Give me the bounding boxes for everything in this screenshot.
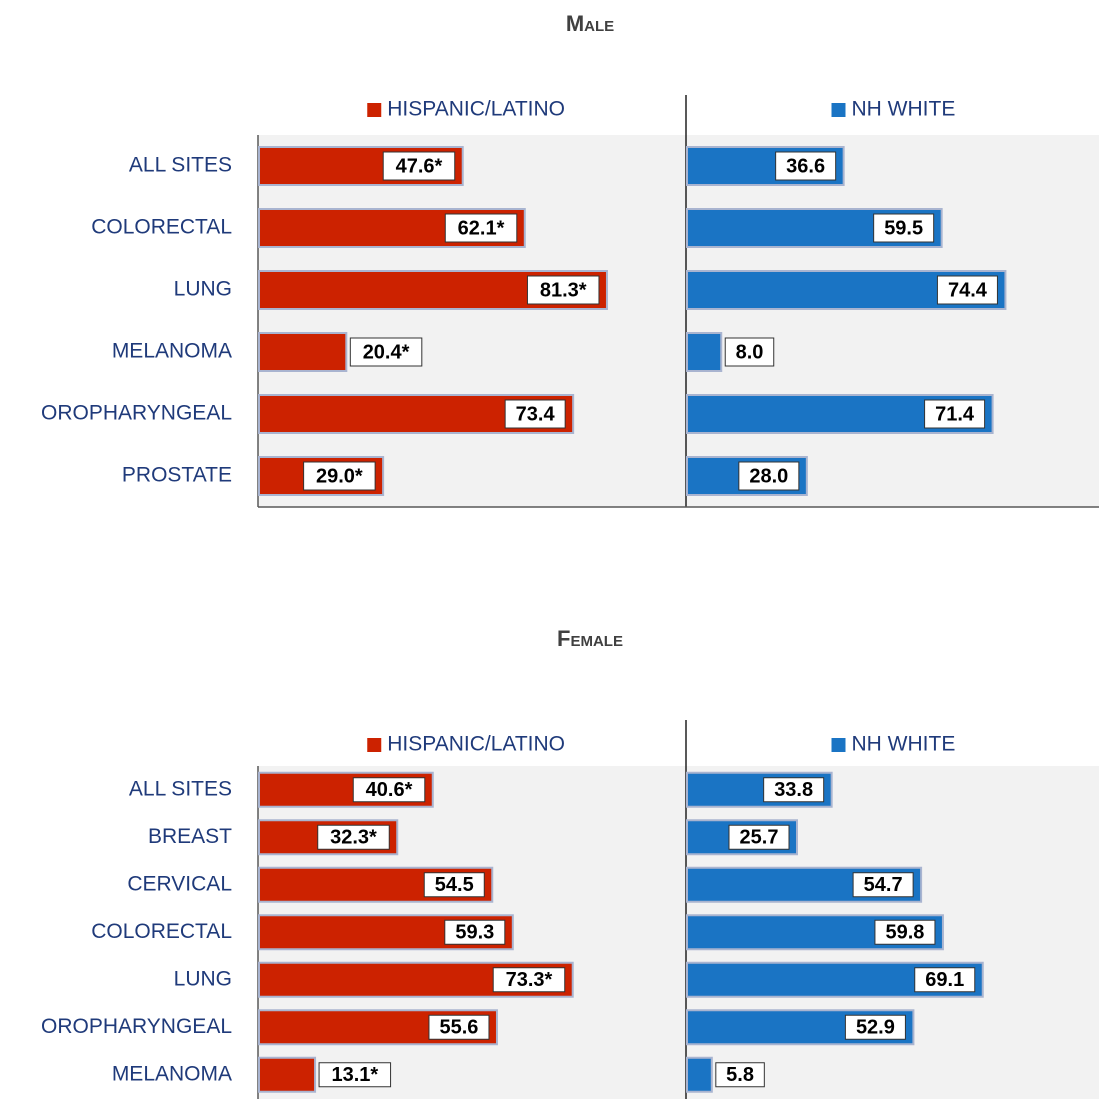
value-label: 47.6* [396, 155, 443, 177]
value-label-box [874, 919, 936, 945]
category-label: BREAST [148, 825, 232, 848]
value-label-box [303, 461, 376, 491]
value-label-box [728, 824, 790, 850]
value-label-box [775, 151, 837, 181]
value-label-box [382, 151, 456, 181]
value-label-box [428, 1014, 490, 1040]
category-label: CERVICAL [127, 872, 232, 895]
legend-swatch [831, 738, 846, 752]
category-label: OROPHARYNGEAL [41, 1015, 232, 1038]
value-label: 81.3* [540, 279, 587, 301]
value-label: 8.0 [736, 341, 764, 363]
chart-title: Male [566, 11, 614, 36]
value-label: 59.5 [884, 217, 923, 239]
value-label: 73.4 [516, 403, 556, 425]
value-label-box [492, 967, 566, 993]
value-label-box [738, 461, 800, 491]
legend-label: NH WHITE [852, 98, 956, 121]
value-label: 69.1 [925, 969, 964, 991]
value-label-box [852, 872, 914, 898]
value-label: 54.7 [864, 874, 903, 896]
legend-swatch [367, 103, 382, 117]
value-label: 5.8 [726, 1064, 754, 1086]
chart-title: Female [557, 626, 623, 651]
value-label: 13.1* [331, 1064, 378, 1086]
value-label: 28.0 [749, 465, 788, 487]
value-label: 33.8 [774, 779, 813, 801]
value-label: 54.5 [435, 874, 474, 896]
value-label-box [763, 777, 825, 803]
value-label-box [924, 399, 986, 429]
value-label: 74.4 [948, 279, 988, 301]
category-label: COLORECTAL [91, 920, 232, 943]
bar [258, 332, 348, 372]
category-label: OROPHARYNGEAL [41, 402, 232, 425]
legend-swatch [367, 738, 382, 752]
plot-area [258, 135, 686, 507]
plot-area [686, 135, 1099, 507]
category-label: LUNG [174, 278, 232, 301]
category-label: COLORECTAL [91, 216, 232, 239]
value-label-box [504, 399, 566, 429]
legend-swatch [831, 103, 846, 117]
value-label: 20.4* [363, 341, 410, 363]
value-label-box [873, 213, 935, 243]
value-label: 32.3* [330, 827, 377, 849]
bar [686, 1056, 713, 1093]
value-label-box [715, 1062, 765, 1088]
value-label: 36.6 [786, 155, 825, 177]
value-label-box [844, 1014, 906, 1040]
value-label-box [349, 337, 423, 367]
value-label: 71.4 [935, 403, 975, 425]
value-label-box [444, 919, 506, 945]
value-label-box [526, 275, 600, 305]
value-label-box [317, 824, 390, 850]
value-label: 59.3 [455, 922, 494, 944]
category-label: MELANOMA [112, 1062, 232, 1085]
category-label: ALL SITES [129, 777, 232, 800]
legend-label: NH WHITE [852, 733, 956, 756]
bar [686, 332, 723, 372]
value-label-box [352, 777, 426, 803]
value-label: 59.8 [885, 922, 924, 944]
value-label-box [444, 213, 518, 243]
category-label: PROSTATE [122, 464, 232, 487]
value-label-box [724, 337, 775, 367]
bar [258, 1056, 317, 1093]
value-label: 73.3* [506, 969, 553, 991]
value-label-box [318, 1062, 392, 1088]
category-label: LUNG [174, 967, 232, 990]
value-label-box [423, 872, 485, 898]
category-label: MELANOMA [112, 340, 232, 363]
legend-label: HISPANIC/LATINO [387, 98, 565, 121]
value-label-box [914, 967, 976, 993]
value-label: 55.6 [439, 1017, 478, 1039]
value-label: 25.7 [740, 827, 779, 849]
category-label: ALL SITES [129, 154, 232, 177]
value-label: 62.1* [458, 217, 505, 239]
value-label: 29.0* [316, 465, 363, 487]
legend-label: HISPANIC/LATINO [387, 733, 565, 756]
value-label: 52.9 [856, 1017, 895, 1039]
value-label: 40.6* [366, 779, 413, 801]
value-label-box [936, 275, 998, 305]
